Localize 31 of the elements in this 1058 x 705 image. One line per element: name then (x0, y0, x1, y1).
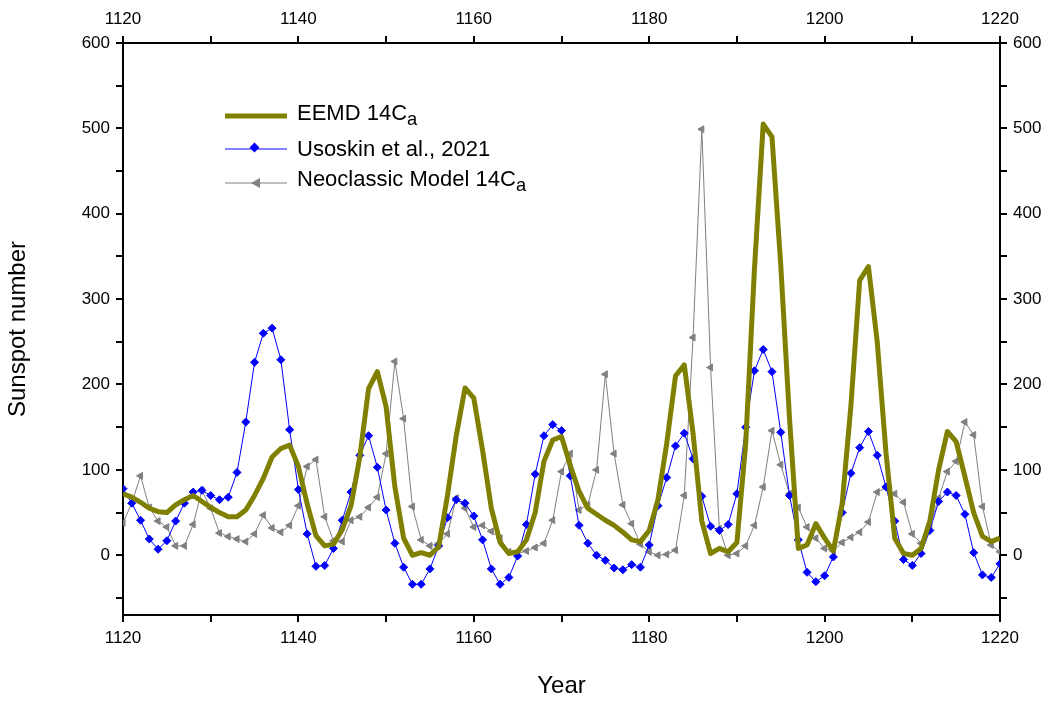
x-axis-title: Year (537, 671, 586, 699)
y2-tick-label: 0 (1013, 544, 1023, 564)
legend-label: Usoskin et al., 2021 (297, 135, 491, 164)
y-tick-label: 500 (81, 118, 110, 138)
y2-tick-label: 300 (1013, 288, 1042, 308)
y-tick-label: 400 (81, 203, 110, 223)
x2-tick-label: 1140 (280, 9, 317, 29)
x2-tick-label: 1160 (455, 9, 493, 29)
x-tick-label: 1160 (455, 627, 493, 647)
x-tick-label: 1220 (981, 627, 1019, 647)
y2-tick-label: 200 (1013, 374, 1042, 394)
legend-label: Neoclassic Model 14C$_{a}$ (297, 165, 527, 198)
x2-tick-label: 1180 (630, 9, 668, 29)
legend-label: EEMD 14C$_{a}$ (297, 99, 418, 132)
y2-tick-label: 600 (1013, 32, 1042, 52)
y-tick-label: 600 (81, 32, 110, 52)
y-axis-title: Sunspot number (3, 240, 31, 418)
x2-tick-label: 1200 (805, 9, 844, 29)
x2-tick-label: 1220 (981, 9, 1019, 29)
y2-tick-label: 400 (1013, 203, 1042, 223)
y-tick-label: 100 (81, 459, 110, 479)
x-tick-label: 1120 (104, 627, 142, 647)
y-tick-label: 200 (81, 374, 110, 394)
x-tick-label: 1140 (280, 627, 317, 647)
y2-tick-label: 100 (1013, 459, 1042, 479)
y-tick-label: 0 (100, 544, 110, 564)
y-tick-label: 300 (81, 288, 110, 308)
y2-tick-label: 500 (1013, 118, 1042, 138)
x-tick-label: 1180 (630, 627, 668, 647)
x2-tick-label: 1120 (104, 9, 142, 29)
x-tick-label: 1200 (805, 627, 844, 647)
